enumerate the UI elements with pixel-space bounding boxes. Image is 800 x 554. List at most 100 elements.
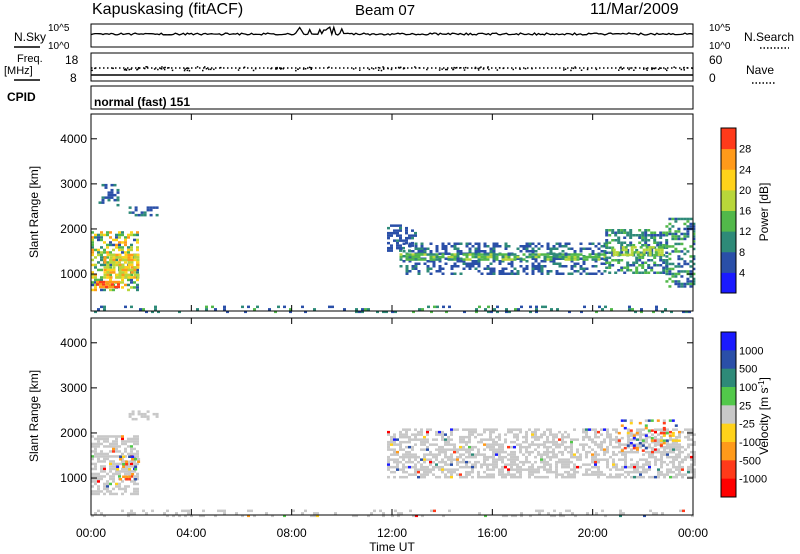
range-cell [648,475,651,479]
range-cell [393,460,396,464]
range-cell [480,438,483,441]
range-cell [635,261,639,264]
range-cell [492,455,495,459]
range-cell [390,458,393,461]
range-cell [130,278,133,282]
range-cell [683,282,687,286]
range-cell [670,310,673,314]
range-cell [112,442,115,446]
range-cell [97,455,100,458]
range-cell [630,438,633,441]
freq-tick-bottom: 8 [70,71,77,85]
range-cell [600,433,603,436]
range-cell [687,445,690,449]
range-cell [411,234,414,237]
range-cell [549,470,552,474]
range-cell [133,273,137,277]
range-cell [453,448,456,451]
range-cell [582,445,585,449]
range-cell [414,433,417,436]
range-cell [525,245,529,248]
range-cell [456,455,459,459]
range-cell [91,450,94,453]
x-tick-label: 08:00 [277,526,307,540]
range-cell [555,262,559,265]
range-cell [450,448,453,451]
range-cell [665,245,669,248]
range-cell [97,268,100,272]
range-cell [642,248,646,252]
range-cell [534,470,537,474]
range-cell [507,245,511,248]
range-cell [121,251,124,254]
range-cell [462,267,466,270]
range-cell [614,234,618,237]
range-cell [627,470,630,474]
range-cell [687,453,690,456]
range-cell [540,260,544,263]
range-cell [642,253,646,257]
range-cell [585,430,588,434]
range-cell [489,250,493,253]
range-cell [513,433,516,436]
range-cell [668,285,672,288]
range-cell [516,435,519,439]
colorbar-segment [721,231,736,253]
range-cell [618,473,621,476]
range-cell [477,475,480,479]
range-cell [390,224,393,227]
range-cell [675,458,678,461]
range-cell [447,255,451,259]
range-cell [570,255,574,259]
range-cell [408,242,412,245]
range-cell [573,470,576,474]
range-cell [459,250,463,253]
range-cell [94,462,97,466]
range-cell [600,245,604,248]
range-cell [659,231,663,234]
range-cell [478,512,481,515]
range-cell [555,453,558,456]
range-cell [504,475,507,479]
range-cell [468,445,471,449]
range-cell [211,305,214,309]
range-cell [517,308,520,311]
range-cell [662,269,666,272]
range-cell [438,468,441,471]
range-cell [394,509,397,513]
range-cell [669,448,672,451]
range-cell [100,477,103,481]
range-cell [103,268,107,272]
range-cell [561,253,565,256]
freq-mark [297,68,299,70]
range-cell [600,428,603,431]
range-cell [486,265,490,268]
range-cell [588,445,591,449]
range-cell [501,258,505,261]
range-cell [629,441,633,445]
velocity-cbar-label-close: ] [757,377,771,380]
range-cell [588,438,591,441]
range-cell [426,433,429,436]
range-cell [516,465,519,469]
range-cell [468,262,472,265]
range-cell [477,255,481,259]
range-cell [693,475,696,479]
range-cell [94,452,97,456]
range-cell [441,465,444,469]
range-cell [668,227,672,231]
range-cell [492,440,495,444]
range-cell [429,460,432,464]
range-cell [543,440,546,444]
range-cell [594,245,598,248]
range-cell [531,267,535,270]
range-cell [644,269,648,272]
range-cell [597,445,600,449]
range-cell [693,440,696,444]
range-cell [450,428,453,431]
range-cell [534,253,538,256]
range-cell [588,473,591,476]
range-cell [100,278,103,282]
range-cell [456,257,460,260]
range-cell [492,460,495,464]
